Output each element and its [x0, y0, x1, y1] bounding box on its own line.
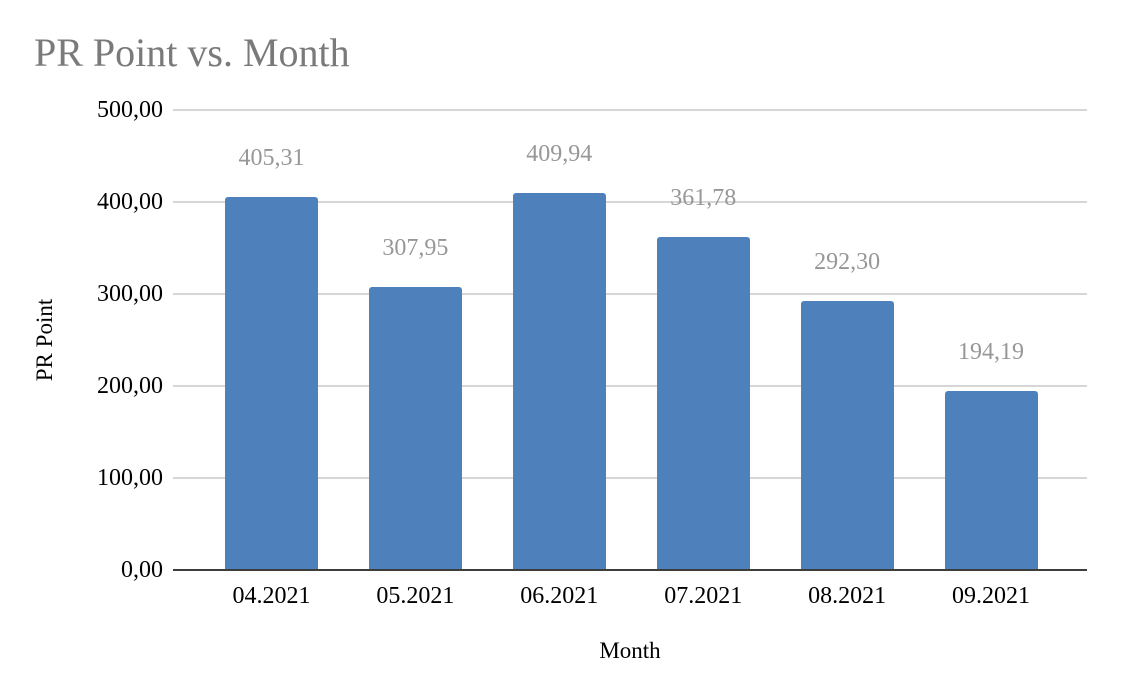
- plot-area: 405,31 04.2021 307,95 05.2021 409,94 06.2021 3…: [173, 109, 1087, 608]
- bar-05.2021: [368, 286, 462, 570]
- x-axis-title: Month: [599, 638, 661, 663]
- gridline: [173, 109, 1087, 111]
- bar-value-label: 292,30: [814, 249, 881, 276]
- x-tick-label: 05.2021: [376, 583, 455, 609]
- bar-08.2021: [800, 301, 894, 570]
- chart-title: PR Point vs. Month: [34, 30, 350, 75]
- gridline: [173, 385, 1087, 387]
- y-tick-label: 400,00: [97, 189, 163, 215]
- x-axis-line: [173, 569, 1087, 571]
- y-tick-label: 300,00: [97, 281, 163, 307]
- y-tick-label: 500,00: [97, 97, 163, 123]
- bar-value-label: 361,78: [670, 185, 737, 212]
- bar-04.2021: [225, 197, 318, 570]
- gridline: [173, 477, 1087, 479]
- bar-07.2021: [656, 237, 750, 570]
- y-tick-label: 0,00: [121, 557, 163, 583]
- bar-09.2021: [944, 391, 1038, 570]
- x-tick-label: 08.2021: [808, 583, 887, 609]
- gridline: [173, 201, 1087, 203]
- x-tick-label: 04.2021: [232, 583, 311, 609]
- x-tick-label: 07.2021: [664, 583, 743, 609]
- bar-value-label: 194,19: [958, 339, 1024, 366]
- bar-value-label: 409,94: [526, 140, 593, 167]
- x-tick-label: 09.2021: [952, 583, 1030, 609]
- x-tick-label: 06.2021: [520, 583, 599, 609]
- y-tick-label: 200,00: [97, 373, 163, 399]
- y-axis-title: PR Point: [32, 298, 57, 382]
- gridline: [173, 293, 1087, 295]
- y-tick-label: 100,00: [97, 465, 163, 491]
- bar-06.2021: [512, 192, 606, 570]
- bar-value-label: 405,31: [238, 145, 305, 172]
- bar-value-label: 307,95: [382, 234, 449, 261]
